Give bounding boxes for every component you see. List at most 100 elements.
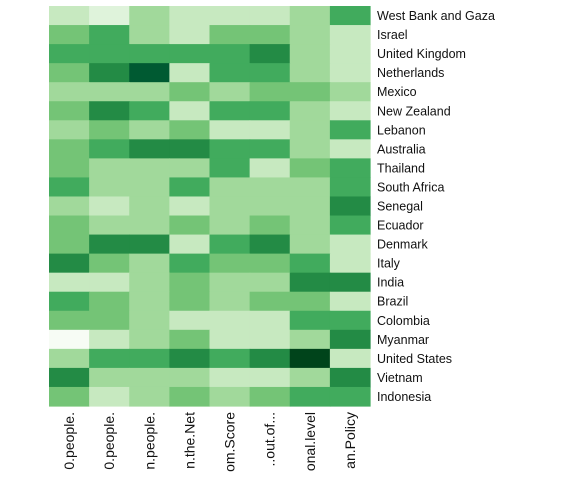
heatmap-cell [49,215,90,236]
heatmap-cell [329,329,371,350]
heatmap-cell [129,386,170,407]
heatmap-cell [249,272,291,293]
row-label: New Zealand [377,104,451,118]
row-label: Ecuador [377,219,424,233]
heatmap-cells [49,6,371,407]
heatmap-cell [289,177,331,198]
heatmap-cell [289,63,331,83]
heatmap-cell [329,234,371,255]
heatmap-cell [89,272,130,293]
heatmap-cell [249,177,291,198]
heatmap-cell [329,253,371,274]
heatmap-cell [49,120,90,140]
heatmap-cell [89,310,130,331]
heatmap-cell [209,234,251,255]
heatmap-cell [329,386,371,407]
heatmap-cell [89,158,130,179]
heatmap-cell [249,348,291,369]
heatmap-cell [329,196,371,217]
column-label: an.Policy [342,412,358,469]
heatmap-cell [129,44,170,64]
heatmap-cell [89,63,130,83]
column-label: 0.people. [101,412,117,470]
heatmap-cell [209,386,251,407]
heatmap-cell [329,367,371,388]
heatmap-cell [49,386,90,407]
heatmap-cell [129,329,170,350]
heatmap-cell [329,348,371,369]
heatmap-cell [249,329,291,350]
heatmap-cell [89,367,130,388]
row-label: India [377,276,404,290]
heatmap-cell [89,101,130,121]
heatmap-cell [329,291,371,312]
heatmap-cell [209,272,251,293]
heatmap-cell [89,348,130,369]
heatmap-cell [169,101,211,121]
row-label: Myanmar [377,333,429,347]
heatmap-cell [209,253,251,274]
heatmap-cell [209,177,251,198]
heatmap-cell [249,25,291,45]
heatmap-cell [129,6,170,26]
heatmap-cell [49,272,90,293]
heatmap-cell [169,44,211,64]
heatmap-cell [249,120,291,140]
heatmap-cell [169,272,211,293]
heatmap-cell [289,25,331,45]
heatmap-cell [169,177,211,198]
heatmap-cell [169,367,211,388]
heatmap-cell [249,234,291,255]
heatmap-cell [169,158,211,179]
heatmap-cell [89,215,130,236]
heatmap-cell [89,6,130,26]
heatmap-cell [249,196,291,217]
heatmap-cell [49,101,90,121]
row-label: Lebanon [377,123,426,137]
heatmap-cell [49,6,90,26]
heatmap-cell [209,348,251,369]
heatmap-cell [89,25,130,45]
heatmap-cell [289,6,331,26]
heatmap-cell [289,44,331,64]
heatmap-cell [289,348,331,369]
row-label: Indonesia [377,390,431,404]
row-label: Israel [377,28,408,42]
heatmap-cell [209,158,251,179]
heatmap-cell [289,101,331,121]
heatmap-cell [289,196,331,217]
heatmap-cell [329,6,371,26]
heatmap-cell [129,348,170,369]
heatmap-cell [49,44,90,64]
heatmap-cell [169,139,211,159]
heatmap-cell [249,101,291,121]
heatmap-cell [329,63,371,83]
column-label: n.the.Net [181,412,197,469]
heatmap-cell [169,196,211,217]
heatmap-cell [289,386,331,407]
heatmap-cell [49,63,90,83]
heatmap-cell [209,120,251,140]
heatmap-cell [169,6,211,26]
heatmap-cell [169,310,211,331]
heatmap-cell [249,367,291,388]
heatmap-cell [289,253,331,274]
heatmap-cell [209,63,251,83]
heatmap-cell [49,329,90,350]
heatmap-cell [329,177,371,198]
heatmap-cell [169,63,211,83]
heatmap-cell [129,63,170,83]
heatmap-cell [49,310,90,331]
heatmap-cell [129,196,170,217]
row-label: Italy [377,257,401,271]
row-label: Brazil [377,295,408,309]
heatmap-cell [169,253,211,274]
heatmap-cell [129,177,170,198]
heatmap-cell [89,196,130,217]
heatmap-cell [249,386,291,407]
heatmap-cell [129,367,170,388]
heatmap-cell [169,291,211,312]
heatmap-cell [249,310,291,331]
row-label: Colombia [377,314,430,328]
